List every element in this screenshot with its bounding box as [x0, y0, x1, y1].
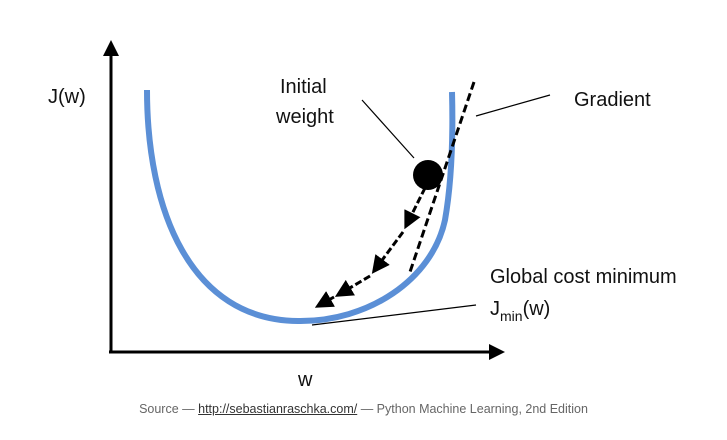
- source-caption: Source — http://sebastianraschka.com/ — …: [0, 402, 727, 416]
- descent-step-arrow: [314, 291, 335, 308]
- y-axis-arrowhead: [103, 40, 119, 56]
- global-minimum-label: Global cost minimum: [490, 266, 677, 288]
- descent-step-arrow: [334, 274, 371, 297]
- caption-suffix: — Python Machine Learning, 2nd Edition: [357, 402, 588, 416]
- gradient-label: Gradient: [574, 89, 651, 111]
- source-link[interactable]: http://sebastianraschka.com/: [198, 402, 358, 416]
- jmin-prefix: J: [490, 298, 500, 320]
- x-axis-label: w: [297, 369, 313, 391]
- jmin-suffix: (w): [523, 298, 551, 320]
- jmin-label: Jmin(w): [490, 298, 550, 324]
- initial-weight-label-line2: weight: [275, 106, 334, 128]
- caption-prefix: Source —: [139, 402, 199, 416]
- x-axis-arrowhead: [489, 344, 505, 360]
- gradient-pointer-line: [475, 94, 551, 117]
- y-axis-label: J(w): [48, 86, 86, 108]
- initial-weight-label-line1: Initial: [280, 76, 327, 98]
- cost-curve: [144, 89, 456, 325]
- descent-step-arrow: [404, 187, 427, 230]
- descent-step-arrow: [371, 231, 405, 274]
- jmin-subscript: min: [500, 308, 523, 324]
- initial-weight-pointer-line: [361, 99, 415, 159]
- minimum-pointer-line: [311, 304, 477, 326]
- initial-weight-ball: [413, 160, 443, 190]
